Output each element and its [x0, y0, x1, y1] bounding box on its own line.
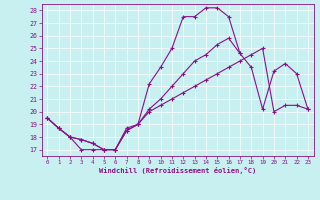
X-axis label: Windchill (Refroidissement éolien,°C): Windchill (Refroidissement éolien,°C) [99, 167, 256, 174]
